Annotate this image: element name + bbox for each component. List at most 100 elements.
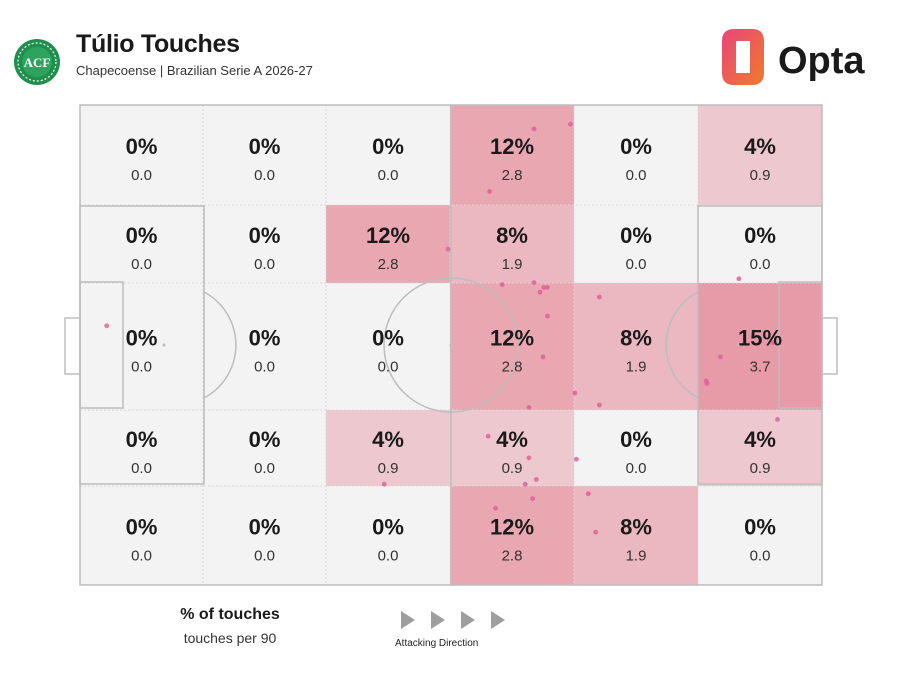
zone-per90-label: 0.0 [254, 167, 275, 184]
header: ACF Túlio Touches Chapecoense | Brazilia… [0, 0, 900, 100]
attacking-direction: Attacking Direction [395, 607, 505, 649]
left-penalty-spot [162, 343, 166, 347]
right-penalty-arc [665, 291, 699, 399]
heatmap-zone [574, 486, 698, 585]
legend: % of touches touches per 90 [150, 606, 310, 646]
zone-per90-label: 0.0 [254, 548, 275, 565]
zone-percent-label: 0% [126, 427, 158, 452]
left-goal [64, 317, 81, 375]
zone-percent-label: 0% [249, 223, 281, 248]
zone-percent-label: 4% [744, 427, 776, 452]
touch-point [540, 354, 546, 360]
page-title: Túlio Touches [76, 30, 240, 58]
zone-per90-label: 2.8 [502, 548, 523, 565]
left-penalty-arc [203, 291, 237, 399]
zone-percent-label: 12% [366, 223, 410, 248]
zone-percent-label: 8% [620, 326, 652, 351]
touch-point [770, 340, 776, 345]
zone-percent-label: 0% [372, 515, 404, 540]
zone-percent-label: 0% [126, 223, 158, 248]
zone-per90-label: 0.0 [750, 256, 771, 273]
zone-percent-label: 0% [126, 515, 158, 540]
zone-percent-label: 0% [744, 515, 776, 540]
zone-percent-label: 0% [372, 134, 404, 159]
touch-point [585, 491, 591, 497]
centre-circle [383, 277, 519, 413]
zone-per90-label: 0.0 [626, 167, 647, 184]
zone-per90-label: 0.0 [626, 460, 647, 477]
touch-point [568, 121, 573, 127]
centre-spot [449, 343, 453, 347]
touch-point [775, 417, 780, 422]
touch-point [593, 529, 599, 535]
zone-per90-label: 2.8 [502, 359, 523, 376]
touch-point [597, 294, 602, 300]
zone-per90-label: 0.0 [626, 256, 647, 273]
legend-secondary: touches per 90 [183, 630, 277, 646]
zone-per90-label: 1.9 [626, 548, 647, 565]
zone-percent-label: 0% [249, 427, 281, 452]
zone-percent-label: 0% [126, 134, 158, 159]
play-arrow-icon [431, 611, 445, 629]
zone-percent-label: 0% [249, 326, 281, 351]
zone-per90-label: 0.0 [254, 256, 275, 273]
zone-per90-label: 3.7 [750, 359, 771, 376]
zone-per90-label: 0.0 [131, 359, 152, 376]
heatmap-zone [574, 283, 698, 410]
touch-point [522, 481, 528, 487]
zone-percent-label: 0% [744, 223, 776, 248]
zone-per90-label: 0.0 [750, 548, 771, 565]
zone-per90-label: 0.0 [378, 167, 399, 184]
heatmap-zone [450, 105, 574, 205]
zone-per90-label: 0.0 [131, 548, 152, 565]
zone-per90-label: 0.0 [131, 256, 152, 273]
touch-point [545, 313, 550, 319]
zone-percent-label: 0% [126, 326, 158, 351]
opta-logo-icon: Opta [722, 29, 865, 85]
touch-point [530, 496, 536, 501]
zone-per90-label: 0.9 [502, 460, 523, 477]
touch-point [541, 285, 547, 290]
zone-per90-label: 1.9 [502, 256, 523, 273]
zone-per90-label: 2.8 [502, 167, 523, 184]
touch-point [572, 390, 578, 396]
zone-per90-label: 0.0 [254, 359, 275, 376]
touch-point [381, 481, 387, 487]
zone-percent-label: 12% [490, 515, 534, 540]
right-goal [821, 317, 838, 375]
legend-primary: % of touches [180, 606, 280, 623]
heatmap-zone [698, 410, 822, 486]
zone-per90-label: 1.9 [626, 359, 647, 376]
zone-per90-label: 0.9 [750, 460, 771, 477]
touch-point [573, 456, 579, 462]
zone-per90-label: 0.9 [750, 167, 771, 184]
touch-point [104, 323, 110, 329]
zone-percent-label: 4% [372, 427, 404, 452]
zone-percent-label: 12% [490, 134, 534, 159]
direction-label: Attacking Direction [395, 638, 479, 649]
zone-percent-label: 8% [620, 515, 652, 540]
zone-per90-label: 0.0 [378, 548, 399, 565]
play-arrow-icon [491, 611, 505, 629]
heatmap-zone [698, 105, 822, 205]
zone-percent-label: 0% [372, 326, 404, 351]
heatmap-zone [326, 410, 450, 486]
touch-point [487, 189, 492, 194]
touch-point [531, 280, 537, 285]
zone-per90-label: 0.0 [131, 460, 152, 477]
zone-per90-label: 0.9 [378, 460, 399, 477]
touch-point [445, 246, 451, 252]
touch-point [597, 402, 602, 408]
zone-per90-label: 0.0 [131, 167, 152, 184]
touch-point [526, 455, 532, 461]
zone-percent-label: 15% [738, 326, 782, 351]
touch-point [499, 282, 505, 287]
touch-point [736, 276, 742, 282]
heatmap-zone [450, 205, 574, 283]
touch-point [545, 285, 550, 290]
zone-percent-label: 0% [620, 223, 652, 248]
touch-point [533, 477, 539, 482]
zone-percent-label: 0% [249, 515, 281, 540]
direction-arrows [401, 611, 505, 629]
